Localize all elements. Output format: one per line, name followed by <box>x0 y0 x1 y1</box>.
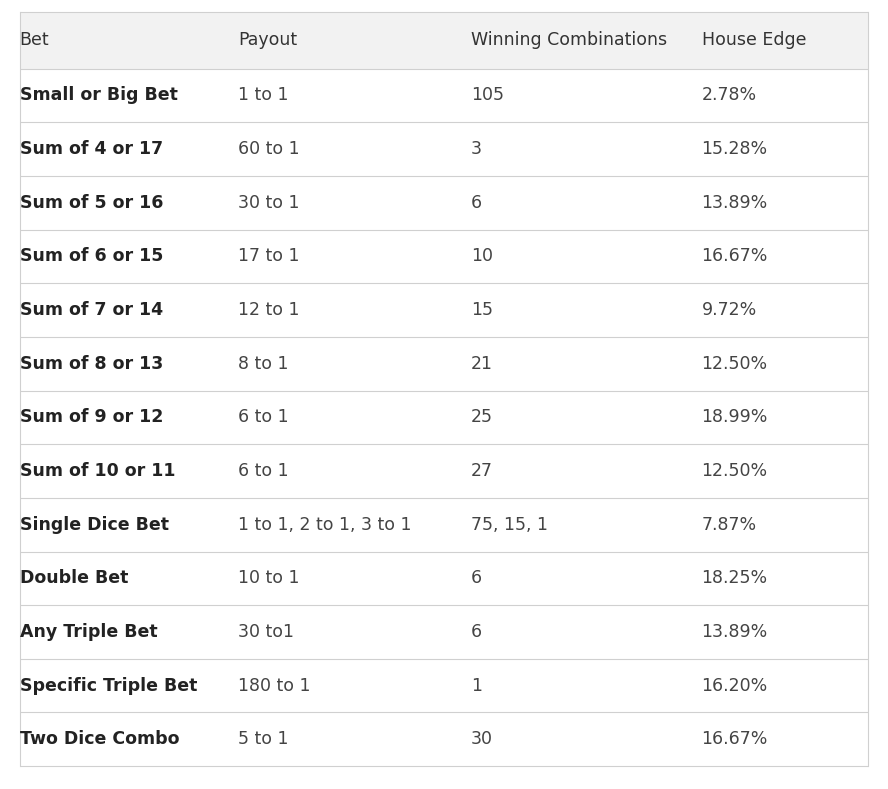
Text: Sum of 6 or 15: Sum of 6 or 15 <box>20 248 163 265</box>
Text: 9.72%: 9.72% <box>702 301 757 319</box>
Bar <box>20 391 868 444</box>
Text: Sum of 5 or 16: Sum of 5 or 16 <box>20 194 163 211</box>
Text: 12 to 1: 12 to 1 <box>238 301 299 319</box>
Bar <box>20 444 868 498</box>
Text: 30: 30 <box>471 731 493 748</box>
Bar <box>20 69 868 122</box>
Text: 12.50%: 12.50% <box>702 355 767 372</box>
Text: 2.78%: 2.78% <box>702 87 757 104</box>
Text: 180 to 1: 180 to 1 <box>238 677 311 694</box>
Bar <box>20 176 868 230</box>
Text: 30 to1: 30 to1 <box>238 623 294 641</box>
Bar <box>20 337 868 391</box>
Text: House Edge: House Edge <box>702 32 806 49</box>
Text: Payout: Payout <box>238 32 297 49</box>
Text: Any Triple Bet: Any Triple Bet <box>20 623 157 641</box>
Bar <box>20 552 868 605</box>
Text: 5 to 1: 5 to 1 <box>238 731 289 748</box>
Bar <box>20 12 868 69</box>
Text: Winning Combinations: Winning Combinations <box>471 32 667 49</box>
Text: 15.28%: 15.28% <box>702 140 767 158</box>
Text: 1: 1 <box>471 677 481 694</box>
Bar <box>20 605 868 659</box>
Text: Specific Triple Bet: Specific Triple Bet <box>20 677 197 694</box>
Text: 16.20%: 16.20% <box>702 677 768 694</box>
Text: Sum of 10 or 11: Sum of 10 or 11 <box>20 462 175 480</box>
Text: 8 to 1: 8 to 1 <box>238 355 289 372</box>
Bar <box>20 230 868 283</box>
Bar <box>20 712 868 766</box>
Text: 7.87%: 7.87% <box>702 516 757 533</box>
Text: 3: 3 <box>471 140 481 158</box>
Bar <box>20 659 868 712</box>
Text: Two Dice Combo: Two Dice Combo <box>20 731 179 748</box>
Text: Small or Big Bet: Small or Big Bet <box>20 87 178 104</box>
Text: 10 to 1: 10 to 1 <box>238 570 299 587</box>
Text: 1 to 1: 1 to 1 <box>238 87 289 104</box>
Text: 27: 27 <box>471 462 493 480</box>
Text: 15: 15 <box>471 301 493 319</box>
Bar <box>20 283 868 337</box>
Text: 13.89%: 13.89% <box>702 194 768 211</box>
Text: 16.67%: 16.67% <box>702 731 768 748</box>
Text: 6: 6 <box>471 623 482 641</box>
Text: Sum of 9 or 12: Sum of 9 or 12 <box>20 409 163 426</box>
Text: 10: 10 <box>471 248 493 265</box>
Text: 105: 105 <box>471 87 503 104</box>
Text: 6: 6 <box>471 194 482 211</box>
Text: 13.89%: 13.89% <box>702 623 768 641</box>
Text: Sum of 4 or 17: Sum of 4 or 17 <box>20 140 163 158</box>
Text: Bet: Bet <box>20 32 49 49</box>
Text: 17 to 1: 17 to 1 <box>238 248 299 265</box>
Text: 6 to 1: 6 to 1 <box>238 409 289 426</box>
Bar <box>20 122 868 176</box>
Text: 30 to 1: 30 to 1 <box>238 194 299 211</box>
Text: 6 to 1: 6 to 1 <box>238 462 289 480</box>
Text: 75, 15, 1: 75, 15, 1 <box>471 516 548 533</box>
Text: 1 to 1, 2 to 1, 3 to 1: 1 to 1, 2 to 1, 3 to 1 <box>238 516 411 533</box>
Text: 18.99%: 18.99% <box>702 409 768 426</box>
Text: 6: 6 <box>471 570 482 587</box>
Text: Double Bet: Double Bet <box>20 570 128 587</box>
Text: 25: 25 <box>471 409 493 426</box>
Text: Sum of 7 or 14: Sum of 7 or 14 <box>20 301 163 319</box>
Text: Sum of 8 or 13: Sum of 8 or 13 <box>20 355 163 372</box>
Text: 16.67%: 16.67% <box>702 248 768 265</box>
Text: 18.25%: 18.25% <box>702 570 767 587</box>
Bar <box>20 498 868 552</box>
Text: 12.50%: 12.50% <box>702 462 767 480</box>
Text: Single Dice Bet: Single Dice Bet <box>20 516 169 533</box>
Text: 60 to 1: 60 to 1 <box>238 140 299 158</box>
Text: 21: 21 <box>471 355 493 372</box>
